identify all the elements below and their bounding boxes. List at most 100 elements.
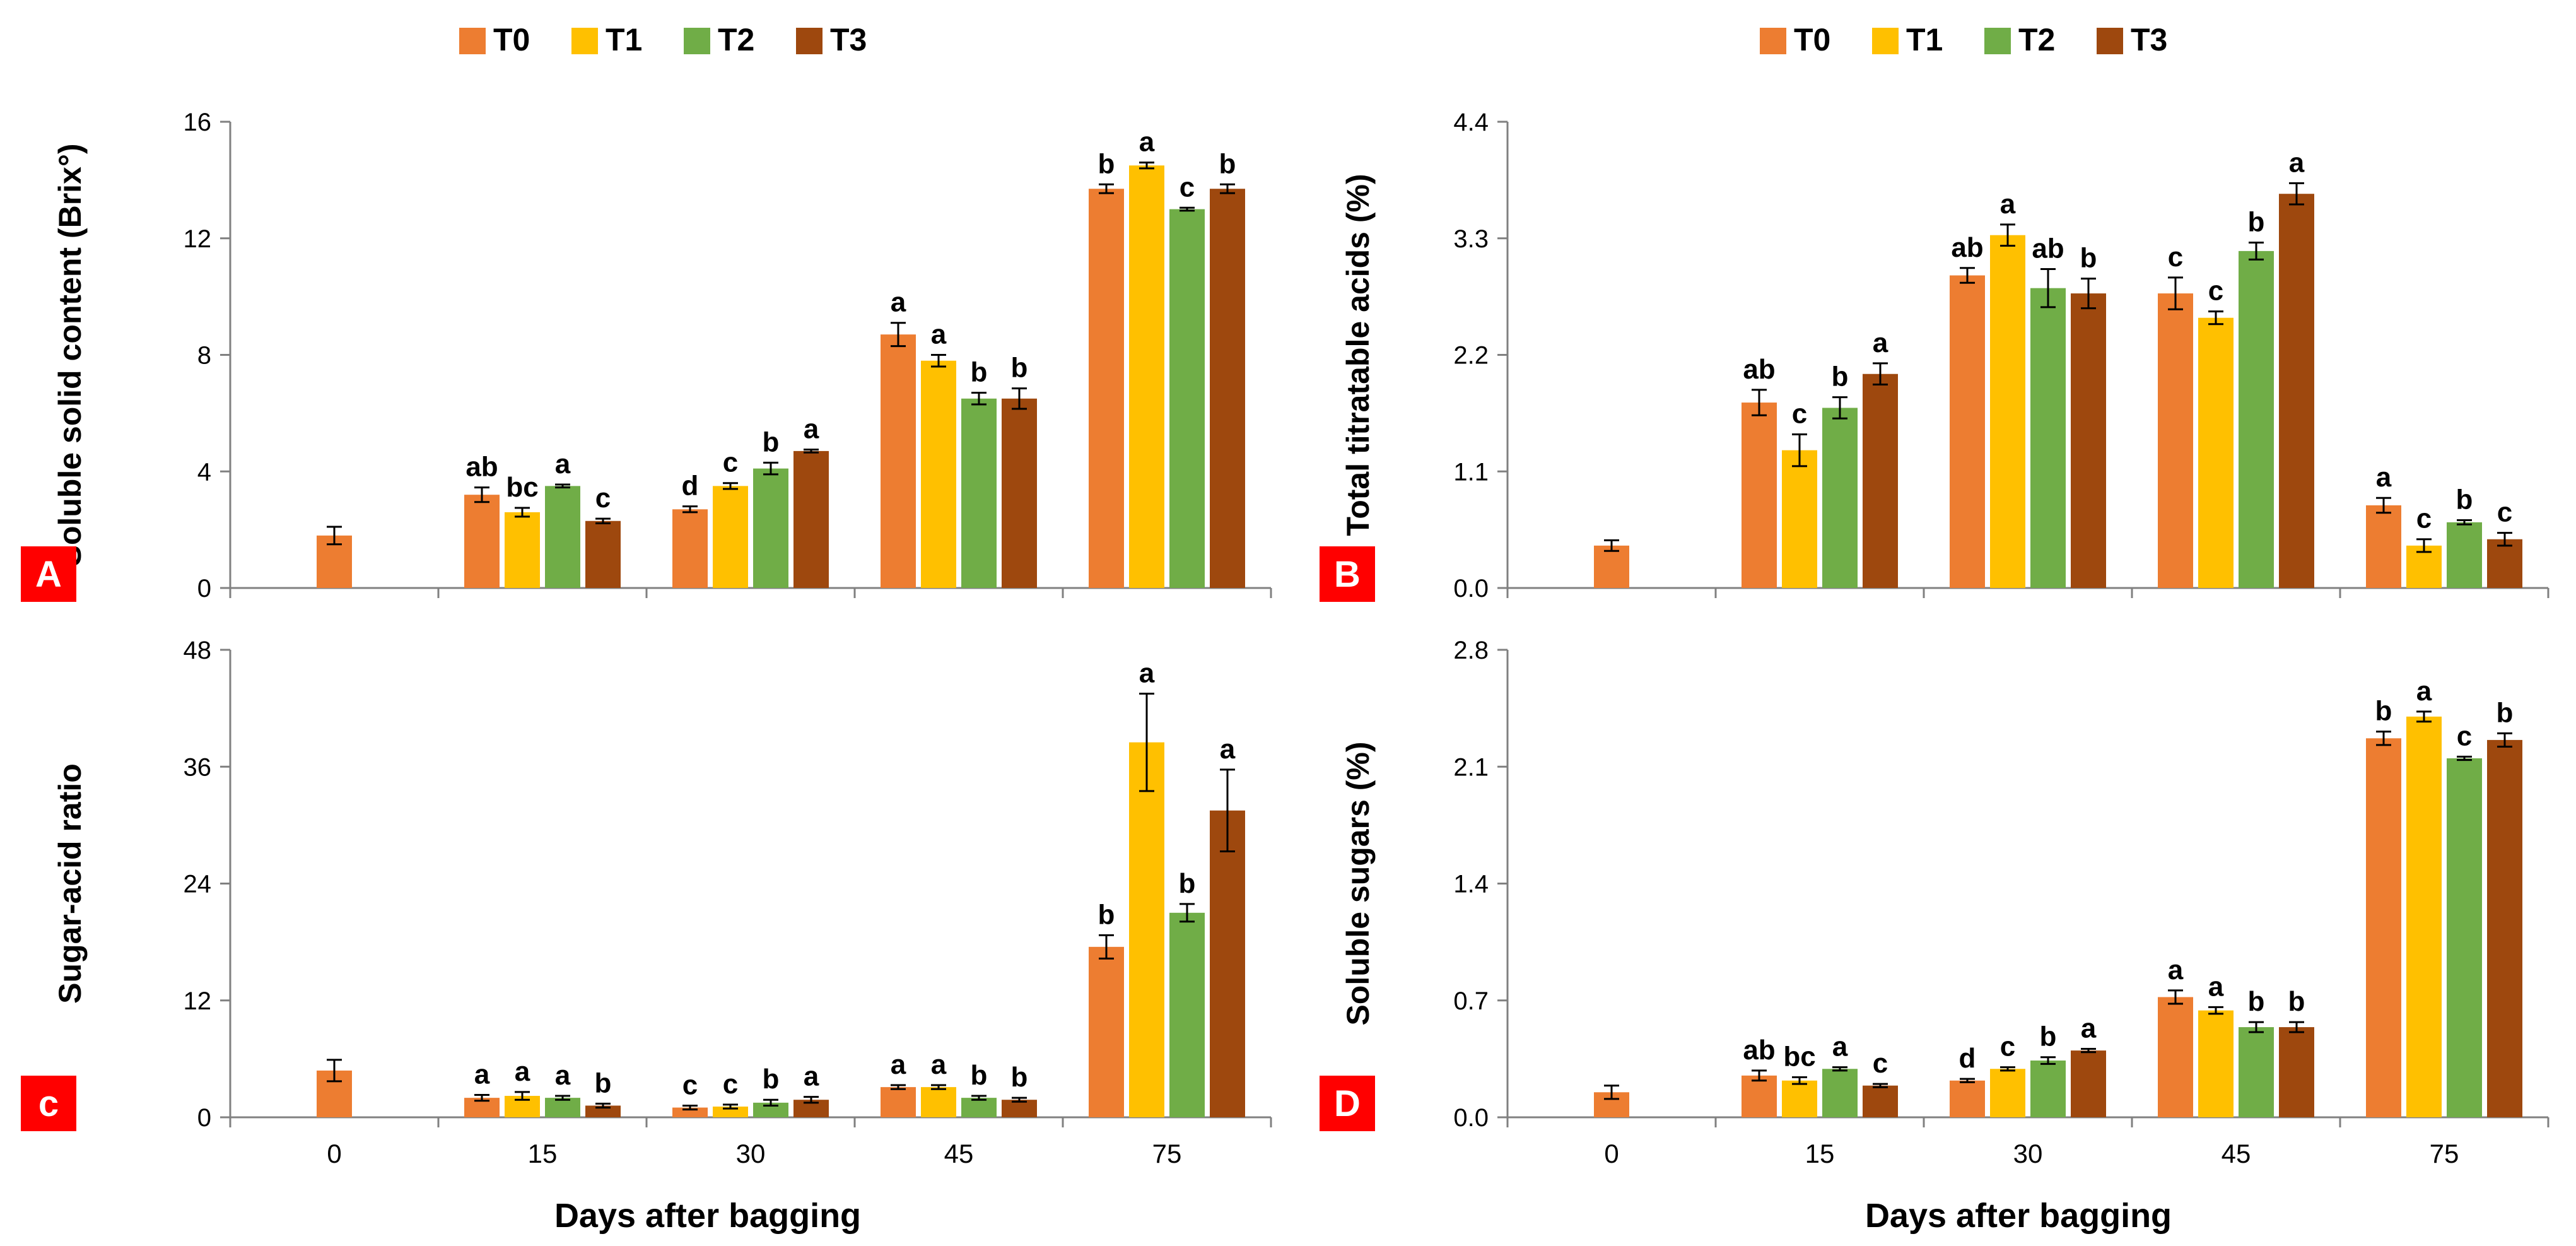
significance-letter: a (2000, 189, 2016, 220)
bar-t2-day-45 (961, 1098, 997, 1117)
y-tick-label: 4.4 (1453, 109, 1489, 136)
significance-letter: b (971, 357, 988, 388)
bar-t0-day-45 (881, 334, 916, 588)
y-tick-label: 0 (197, 575, 211, 602)
panel-label-A: A (21, 546, 76, 602)
panel-label-c: c (21, 1076, 76, 1131)
significance-letter: ab (1951, 232, 1983, 263)
bar-t0-day-75 (1089, 946, 1124, 1117)
x-axis-title: Days after bagging (554, 1197, 861, 1235)
x-tick-label: 45 (2222, 1139, 2251, 1168)
bar-t1-day-45 (2198, 317, 2234, 588)
significance-letter: b (2248, 206, 2265, 237)
bar-t3-day-30 (2071, 1050, 2106, 1117)
y-tick-label: 0.7 (1453, 987, 1489, 1015)
panel-label-text: B (1334, 554, 1361, 595)
legend-label-t1: T1 (606, 22, 642, 57)
significance-letter: a (2416, 676, 2432, 707)
significance-letter: ab (2032, 233, 2064, 264)
significance-letter: a (804, 1061, 819, 1092)
significance-letter: a (2376, 462, 2392, 493)
significance-letter: ab (1743, 1035, 1775, 1066)
bar-t0-day-45 (881, 1087, 916, 1117)
x-tick-label: 0 (1604, 1139, 1619, 1168)
bar-t0-day-75 (2366, 505, 2401, 588)
bar-t0-day-15 (1742, 403, 1777, 588)
bar-t0-day-45 (2158, 997, 2193, 1117)
significance-letter: b (2375, 696, 2392, 727)
legend-label-t3: T3 (2131, 22, 2167, 57)
significance-letter: c (2168, 242, 2183, 273)
significance-letter: a (2081, 1013, 2097, 1043)
y-axis-title: Sugar-acid ratio (52, 763, 88, 1004)
x-tick-label: 15 (528, 1139, 558, 1168)
significance-letter: a (2289, 147, 2305, 178)
bar-t1-day-30 (713, 1107, 748, 1117)
legend-label-t2: T2 (718, 22, 754, 57)
significance-letter: a (891, 1049, 906, 1080)
x-tick-label: 45 (944, 1139, 974, 1168)
significance-letter: b (1098, 899, 1115, 930)
y-tick-label: 1.1 (1453, 458, 1489, 486)
bar-t2-day-15 (545, 486, 580, 588)
legend-label-t0: T0 (493, 22, 530, 57)
significance-letter: c (1873, 1048, 1888, 1079)
x-tick-label: 15 (1805, 1139, 1835, 1168)
significance-letter: b (763, 1064, 780, 1095)
significance-letter: b (2248, 986, 2265, 1017)
significance-letter: a (804, 414, 819, 445)
significance-letter: c (682, 1069, 698, 1100)
bar-t2-day-15 (1822, 1069, 1858, 1117)
bar-t1-day-75 (1129, 165, 1164, 588)
bar-t1-day-15 (1782, 450, 1817, 588)
bar-t0-day-75 (2366, 738, 2401, 1117)
bar-t3-day-15 (1863, 373, 1898, 588)
panel-label-D: D (1320, 1076, 1375, 1131)
significance-letter: d (1959, 1043, 1976, 1074)
y-tick-label: 8 (197, 342, 211, 370)
significance-letter: b (1179, 868, 1196, 899)
legend-swatch-t0 (459, 28, 486, 54)
significance-letter: d (682, 471, 699, 502)
significance-letter: a (1220, 734, 1236, 765)
significance-letter: c (2208, 276, 2223, 307)
bar-t3-day-45 (1002, 398, 1037, 588)
significance-letter: a (891, 287, 906, 318)
significance-letter: a (1832, 1031, 1848, 1062)
y-tick-label: 12 (184, 225, 212, 253)
significance-letter: b (2080, 243, 2097, 274)
y-axis-title: Soluble sugars (%) (1340, 741, 1376, 1025)
significance-letter: a (515, 1056, 530, 1087)
y-tick-label: 0.0 (1453, 1104, 1489, 1132)
y-tick-label: 3.3 (1453, 225, 1489, 253)
legend-swatch-t1 (1872, 28, 1899, 54)
x-axis-title: Days after bagging (1865, 1197, 2172, 1235)
bar-t1-day-30 (713, 486, 748, 588)
x-tick-label: 75 (2430, 1139, 2459, 1168)
y-tick-label: 4 (197, 458, 211, 486)
bar-t0-day-30 (1950, 1080, 1985, 1117)
panel-label-background (21, 1076, 76, 1131)
bar-t1-day-75 (1129, 742, 1164, 1117)
significance-letter: a (555, 1060, 571, 1091)
bar-t2-day-45 (2239, 1027, 2274, 1117)
bar-t0-day-45 (2158, 293, 2193, 588)
bar-t3-day-75 (1210, 189, 1245, 588)
y-tick-label: 36 (184, 753, 212, 781)
significance-letter: a (1873, 327, 1888, 358)
legend: T0 T1 T2 T3 (1760, 22, 2167, 57)
significance-letter: b (1011, 353, 1028, 384)
bar-t0-day-0 (1594, 545, 1629, 588)
bar-t1-day-75 (2406, 716, 2442, 1117)
significance-letter: b (1832, 361, 1849, 392)
significance-letter: b (2497, 697, 2514, 728)
y-tick-label: 16 (184, 109, 212, 136)
y-axis-title: Total titratable acids (%) (1340, 173, 1376, 536)
panel-B: T0 T1 T2 T3 0.0 1.1 2.2 3.3 4.4 Total titratable … (1320, 22, 2550, 602)
y-tick-label: 48 (184, 637, 212, 664)
y-tick-label: 12 (184, 987, 212, 1015)
significance-letter: a (2208, 971, 2224, 1002)
significance-letter: a (2168, 955, 2184, 985)
